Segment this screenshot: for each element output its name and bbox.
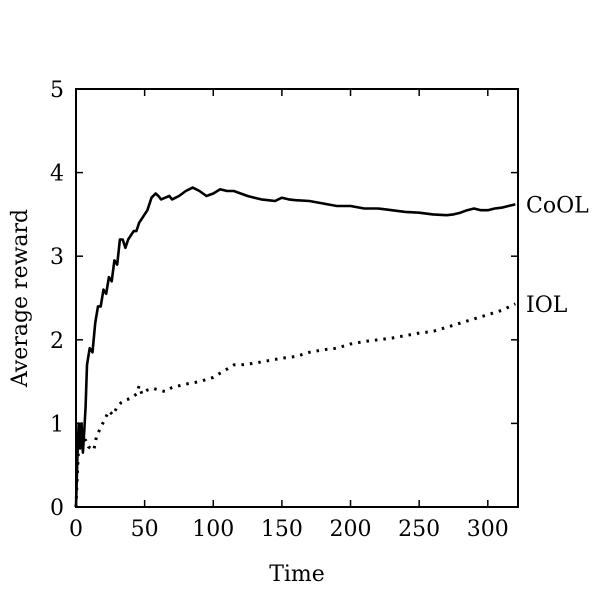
y-tick-label: 4 <box>50 162 64 187</box>
x-tick-label: 100 <box>192 517 234 542</box>
y-tick-label: 2 <box>50 329 64 354</box>
y-tick-label: 1 <box>50 412 64 437</box>
series-line-cool <box>74 186 516 508</box>
y-axis-title: Average reward <box>8 209 33 388</box>
x-tick-label: 50 <box>131 517 159 542</box>
series-label-iol: IOL <box>526 293 568 318</box>
y-tick-label: 0 <box>50 496 64 521</box>
x-tick-label: 300 <box>467 517 509 542</box>
series-label-cool: CoOL <box>526 193 589 218</box>
tick-layer: 0 50 100 150 200 250 300 0 1 2 3 4 5 <box>50 78 518 542</box>
x-tick-label: 250 <box>398 517 440 542</box>
series-line-iol <box>74 302 516 508</box>
x-tick-label: 150 <box>261 517 303 542</box>
y-tick-label: 5 <box>50 78 64 103</box>
plot-frame <box>75 88 519 508</box>
series-label-layer: CoOL IOL <box>526 193 589 317</box>
x-tick-label: 200 <box>330 517 372 542</box>
x-axis-title: Time <box>269 562 325 587</box>
y-tick-label: 3 <box>50 245 64 270</box>
x-tick-label: 0 <box>69 517 83 542</box>
series-layer <box>74 186 516 508</box>
